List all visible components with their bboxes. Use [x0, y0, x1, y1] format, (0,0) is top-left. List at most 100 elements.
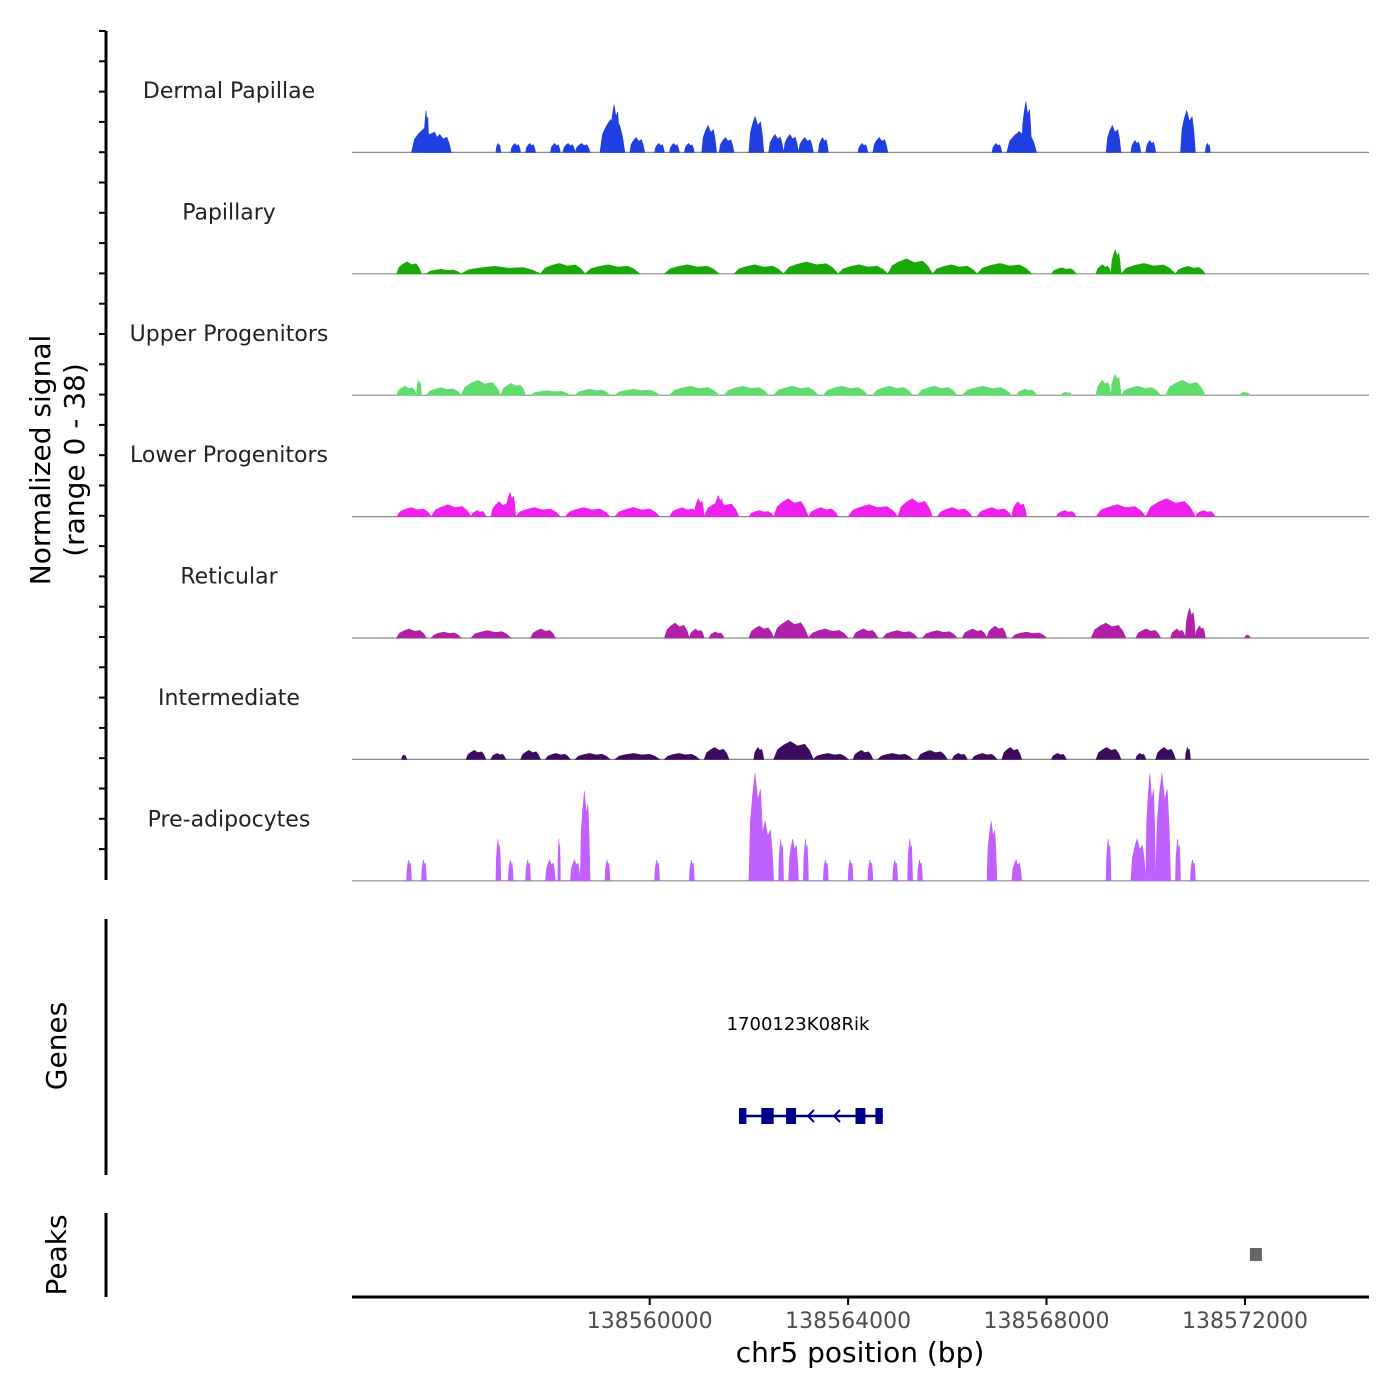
signal-peak: [986, 821, 998, 882]
signal-peak: [1050, 267, 1077, 275]
y-axis-subtitle: (range 0 - 38): [58, 363, 91, 557]
track-lower-progenitors: [352, 491, 1369, 518]
signal-peak: [872, 385, 914, 396]
gene-exon: [739, 1108, 747, 1124]
signal-peak: [545, 859, 556, 882]
signal-peak: [668, 385, 720, 396]
signal-peak: [798, 137, 814, 153]
signal-peak: [852, 628, 879, 639]
signal-peak: [495, 142, 502, 153]
signal-peak: [1174, 265, 1206, 275]
signal-peak: [951, 753, 968, 760]
signal-peak: [425, 387, 462, 396]
signal-peak: [1016, 388, 1038, 396]
signal-peak: [544, 753, 571, 760]
signal-peak: [748, 115, 765, 153]
signal-peak: [1155, 773, 1171, 882]
track-label-dermal-papillae: Dermal Papillae: [143, 79, 315, 104]
signal-peak: [812, 753, 849, 760]
signal-peak: [961, 628, 988, 639]
signal-peak: [788, 838, 799, 882]
signal-peak: [837, 264, 889, 275]
signal-peak: [1011, 859, 1023, 882]
signal-peak: [569, 859, 581, 882]
signal-peak: [505, 491, 517, 517]
signal-peak: [1001, 747, 1023, 760]
signal-peak: [758, 821, 775, 882]
signal-peak: [931, 264, 978, 275]
signal-peak: [1194, 510, 1216, 517]
signal-peak: [753, 746, 765, 760]
signal-peak: [1185, 746, 1191, 760]
signal-y-axis-subtitle: (range 0 - 38): [58, 363, 91, 557]
signal-peak: [917, 750, 948, 760]
gene-strand-arrow: [806, 1109, 815, 1123]
signal-peak: [1060, 391, 1072, 396]
signal-peak: [574, 143, 591, 153]
signal-peak: [613, 388, 661, 396]
signal-peak: [396, 261, 422, 275]
signal-peak: [688, 859, 695, 882]
signal-peak: [783, 133, 799, 153]
signal-peak: [396, 385, 417, 396]
signal-peak: [557, 838, 561, 882]
signal-peak: [1011, 631, 1048, 639]
genes-label: Genes: [40, 1002, 73, 1090]
signal-peak: [991, 142, 1003, 153]
signal-peak: [1090, 622, 1127, 639]
signal-peak: [1095, 747, 1122, 760]
gene-model: [738, 1108, 883, 1124]
signal-peak: [867, 859, 874, 882]
signal-peak: [713, 494, 725, 517]
signal-peak: [1105, 124, 1122, 153]
signal-peak: [431, 134, 452, 153]
gene-name: 1700123K08Rik: [727, 1014, 870, 1035]
x-tick-label: 138560000: [587, 1309, 713, 1334]
x-tick-label: 138568000: [984, 1309, 1110, 1334]
gene-exon: [855, 1108, 866, 1124]
gene-exon: [761, 1108, 774, 1124]
signal-peak: [401, 754, 407, 760]
signal-peak: [1110, 248, 1122, 275]
signal-peak: [872, 137, 889, 153]
signal-peak: [803, 838, 809, 882]
signal-peak: [1155, 747, 1176, 760]
signal-peak: [723, 385, 770, 396]
signal-peak: [614, 507, 661, 517]
x-tick-label: 138564000: [785, 1309, 911, 1334]
signal-peak: [579, 791, 591, 882]
signal-peak: [664, 622, 690, 639]
signal-peak: [708, 631, 725, 639]
track-papillary: [352, 248, 1369, 275]
signal-peak: [500, 382, 527, 396]
signal-peak: [1021, 101, 1033, 153]
signal-peak: [1051, 753, 1067, 760]
signal-peak: [1095, 264, 1112, 275]
signal-peak: [718, 137, 735, 153]
signal-peak: [525, 859, 531, 882]
signal-peak: [539, 263, 586, 275]
signal-peak: [460, 265, 541, 275]
signal-peak: [460, 379, 502, 396]
track-label-reticular: Reticular: [180, 565, 278, 590]
signal-peak: [693, 497, 705, 517]
signal-peak: [701, 124, 717, 153]
signal-peak: [465, 750, 487, 760]
signal-peak: [773, 619, 809, 639]
signal-peak: [1105, 838, 1112, 882]
track-upper-progenitors: [352, 373, 1369, 396]
signal-peak: [1135, 753, 1147, 760]
signal-peak: [604, 859, 611, 882]
signal-peak: [773, 498, 809, 517]
signal-peak: [550, 142, 561, 153]
signal-peak: [1145, 773, 1157, 882]
x-axis-ticks: 138560000 138564000 138568000 138572000: [587, 1297, 1308, 1334]
signal-peak: [897, 498, 933, 517]
signal-peak: [515, 507, 562, 517]
signal-peak: [807, 628, 849, 639]
signal-peak: [530, 628, 556, 639]
signal-peak: [663, 264, 720, 275]
signal-peak: [916, 385, 958, 396]
x-axis-title: chr5 position (bp): [736, 1336, 985, 1369]
signal-peak: [748, 510, 775, 517]
